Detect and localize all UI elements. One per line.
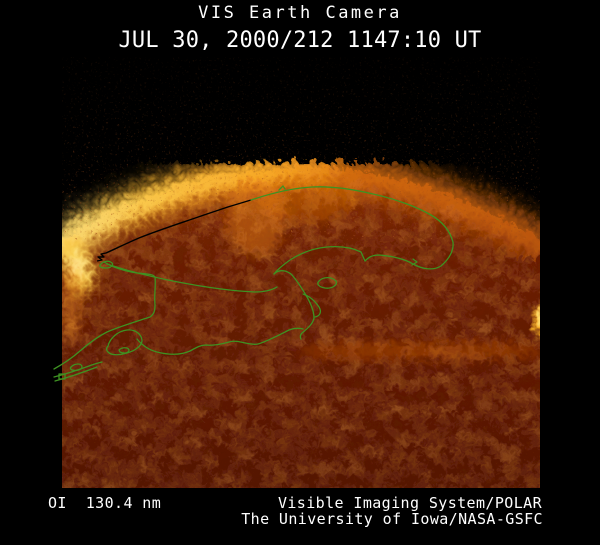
wavelength-label: OI 130.4 nm — [48, 494, 162, 512]
coastline-overlay — [53, 185, 454, 382]
title-timestamp: JUL 30, 2000/212 1147:10 UT — [118, 28, 482, 53]
camera-frame — [62, 57, 540, 488]
instrument-credit-line: Visible Imaging System/POLAR — [277, 494, 542, 512]
terminator-track — [96, 199, 252, 262]
speckle-noise — [62, 57, 540, 240]
title-line1: VIS Earth Camera — [198, 3, 402, 23]
institution-credit-line: The University of Iowa/NASA-GSFC — [241, 510, 543, 528]
right-edge-hotspot — [528, 303, 540, 331]
